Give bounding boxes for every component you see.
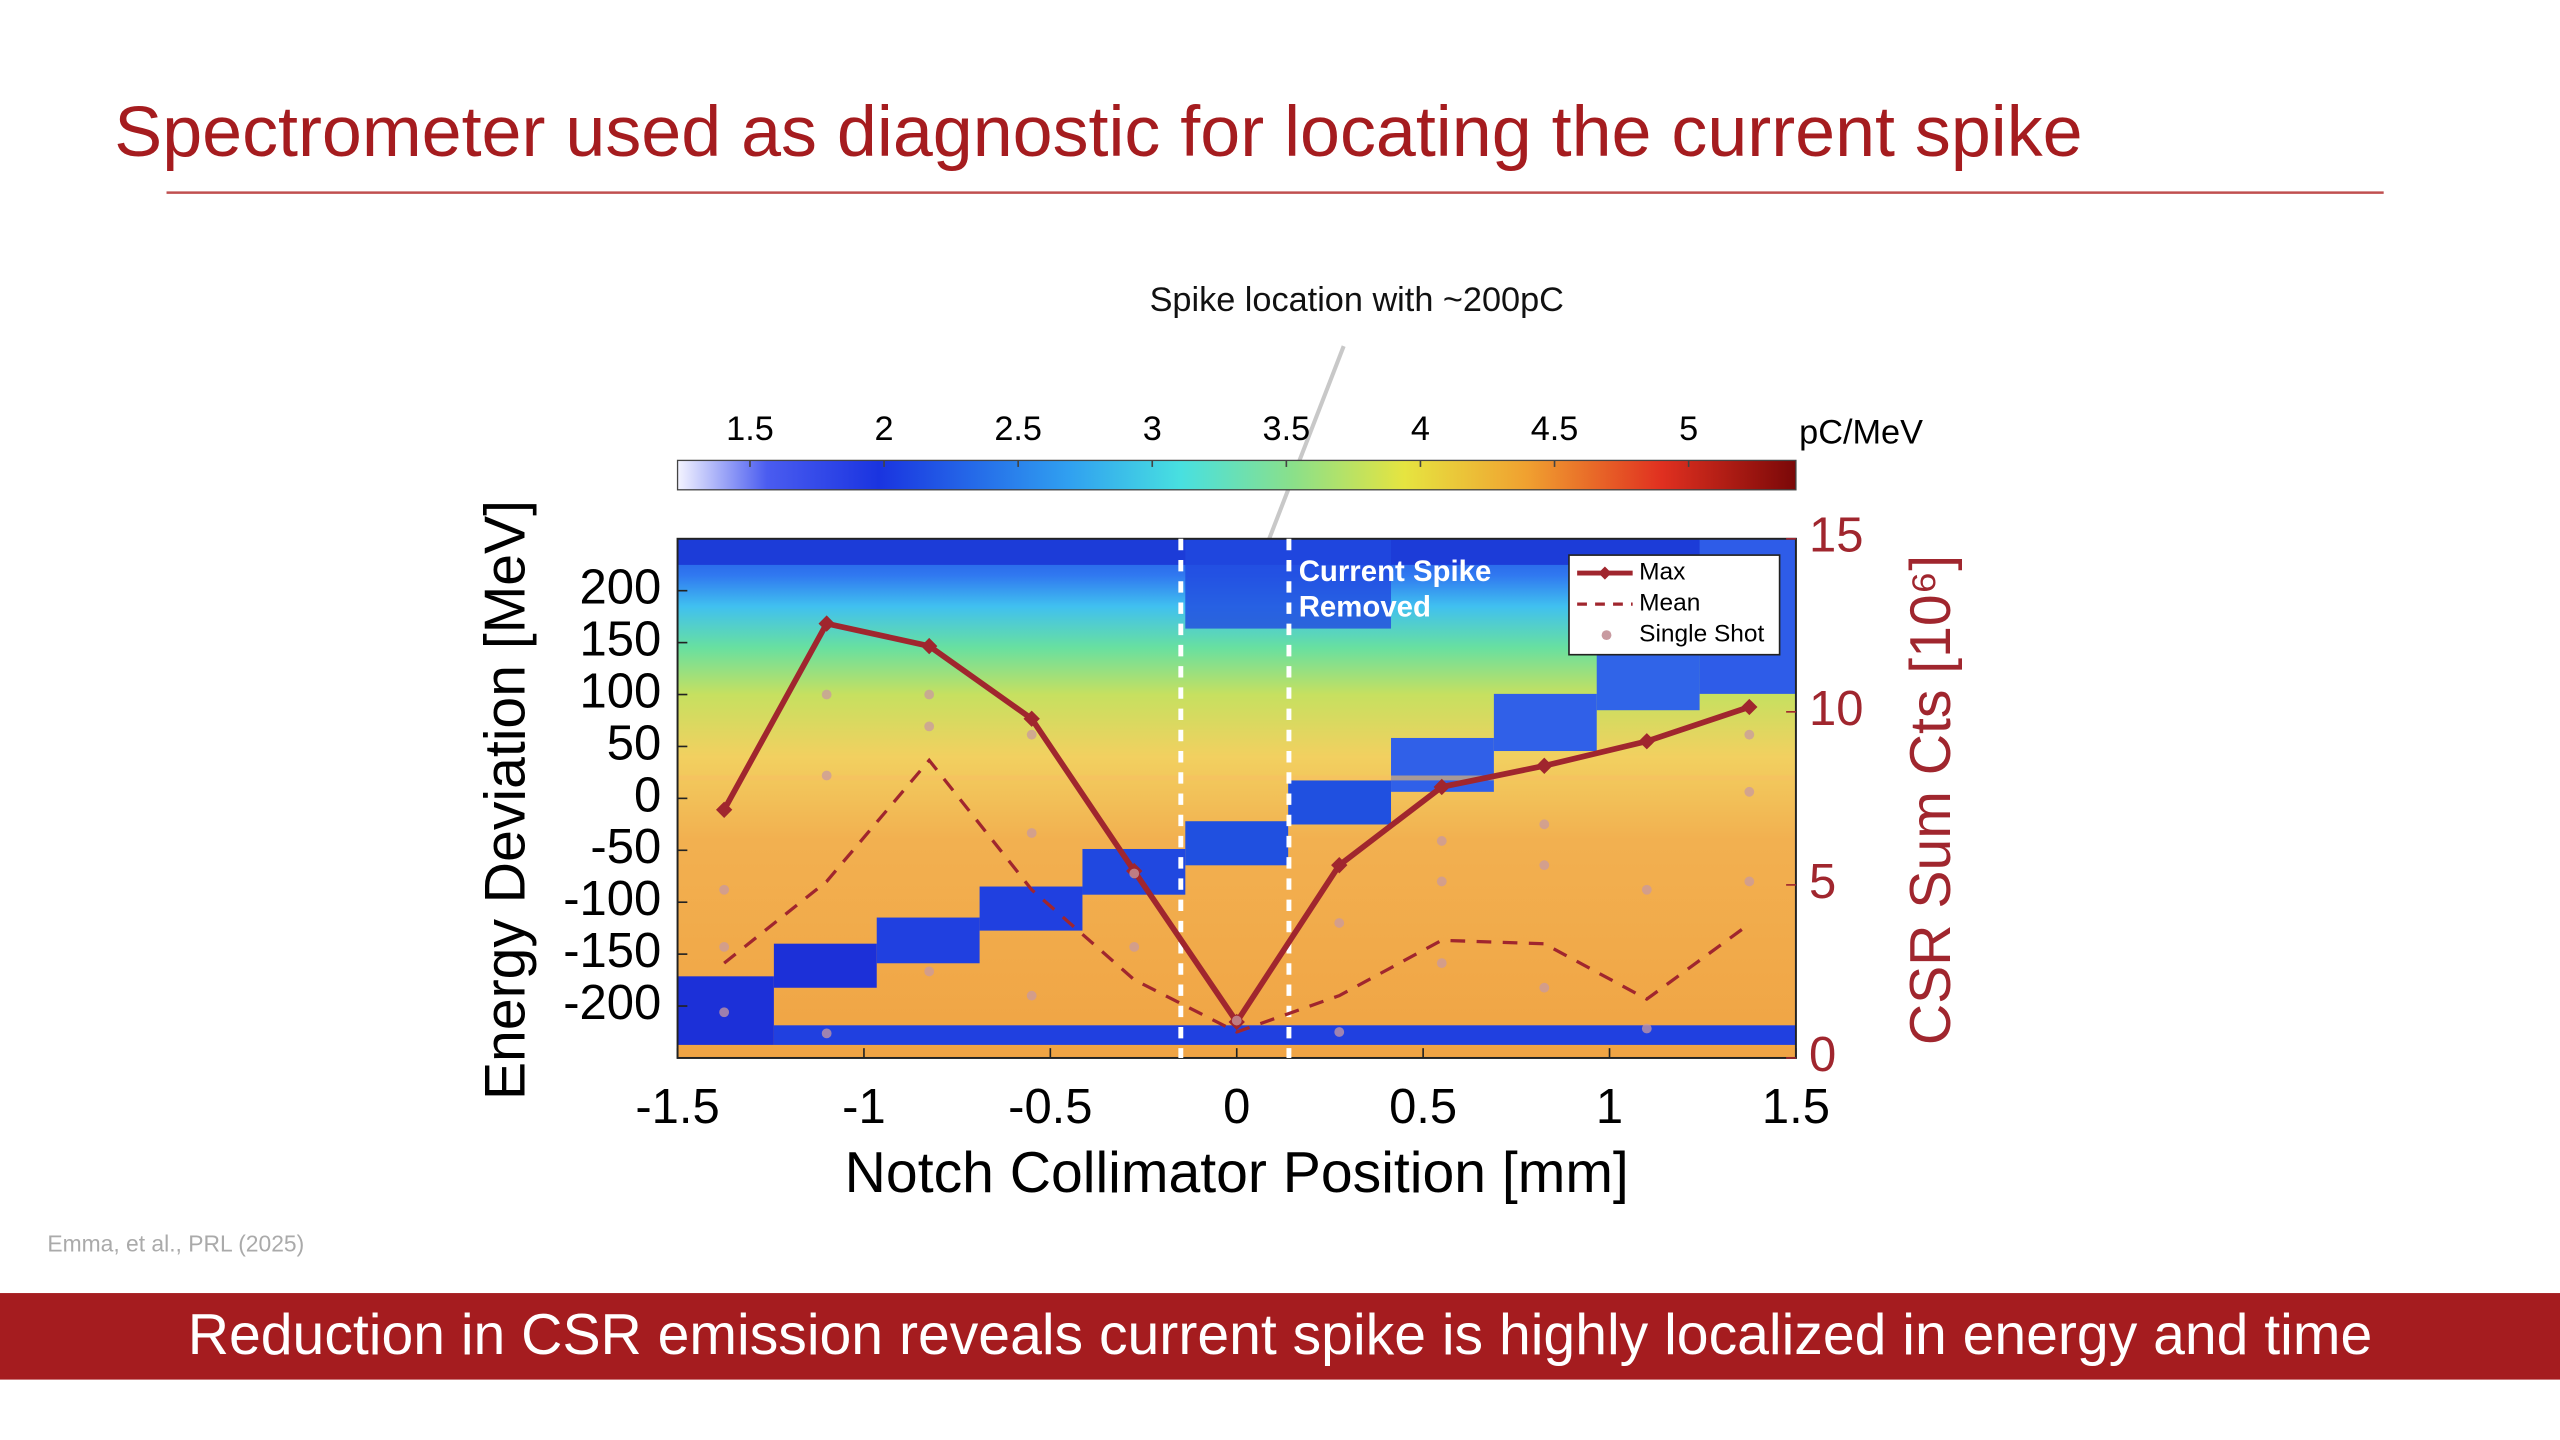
y2-axis-label: CSR Sum Cts [10⁶] xyxy=(1899,555,1963,1045)
colorbar xyxy=(676,459,1797,491)
x-tick-label: 1.5 xyxy=(1762,1080,1830,1134)
y-tick-label: -150 xyxy=(563,924,661,978)
x-tick-label: -0.5 xyxy=(1008,1080,1092,1134)
max-marker xyxy=(1638,733,1655,750)
colorbar-tick-label: 3.5 xyxy=(1263,410,1311,448)
single-shot-point xyxy=(719,1007,730,1018)
y-tick-label: 0 xyxy=(634,768,661,822)
region-label: Current Spike xyxy=(1299,555,1492,588)
single-shot-point xyxy=(1436,876,1447,887)
colorbar-tick-label: 2 xyxy=(875,410,894,448)
max-marker xyxy=(1741,698,1758,716)
colorbar-tick-label: 4 xyxy=(1411,410,1430,448)
y-tick-label: -200 xyxy=(563,976,661,1030)
legend-label: Single Shot xyxy=(1639,621,1764,648)
x-tick-label: 1 xyxy=(1596,1080,1623,1134)
single-shot-point xyxy=(1334,918,1345,928)
single-shot-point xyxy=(1744,876,1755,887)
single-shot-point xyxy=(1744,729,1755,740)
x-tick-label: -1 xyxy=(842,1080,886,1134)
max-marker xyxy=(818,615,835,632)
y-tick-label: 50 xyxy=(607,716,661,770)
single-shot-point xyxy=(1641,1023,1652,1034)
citation: Emma, et al., PRL (2025) xyxy=(47,1231,304,1257)
single-shot-point xyxy=(719,884,730,895)
y-axis-label: Energy Deviation [MeV] xyxy=(473,500,537,1100)
single-shot-point xyxy=(821,770,832,781)
single-shot-point xyxy=(1539,982,1550,993)
mean-line xyxy=(723,757,1751,1034)
y-tick-label: -50 xyxy=(590,820,661,874)
y-tick-label: -100 xyxy=(563,872,661,926)
single-shot-point xyxy=(1641,884,1652,895)
colorbar-tick-label: 3 xyxy=(1143,410,1162,448)
colorbar-tick-label: 1.5 xyxy=(726,410,774,448)
single-shot-point xyxy=(1129,868,1140,879)
max-marker xyxy=(1536,757,1553,774)
region-label: Removed xyxy=(1299,591,1431,624)
y2-tick-label: 0 xyxy=(1809,1028,1836,1082)
single-shot-point xyxy=(1539,819,1550,830)
y2-tick-label: 15 xyxy=(1809,509,1863,563)
single-shot-point xyxy=(1436,958,1447,969)
single-shot-point xyxy=(924,966,935,977)
banner xyxy=(0,1293,2560,1380)
y-tick-label: 100 xyxy=(580,664,662,718)
single-shot-point xyxy=(821,689,832,700)
legend-label: Mean xyxy=(1639,590,1700,617)
single-shot-point xyxy=(1026,990,1037,1001)
x-tick-label: -1.5 xyxy=(635,1080,719,1134)
y2-tick-label: 10 xyxy=(1809,682,1863,736)
x-tick-label: 0 xyxy=(1223,1080,1250,1134)
single-shot-point xyxy=(924,689,935,700)
colorbar-label: pC/MeV xyxy=(1799,413,1923,451)
y-tick-label: 150 xyxy=(580,613,662,667)
y2-tick-label: 5 xyxy=(1809,855,1836,909)
legend-swatch xyxy=(1601,630,1612,640)
y-tick-label: 200 xyxy=(580,561,662,615)
colorbar-tick-label: 5 xyxy=(1679,410,1698,448)
single-shot-point xyxy=(1231,1015,1242,1026)
x-tick-label: 0.5 xyxy=(1389,1080,1457,1134)
slide-title: Spectrometer used as diagnostic for loca… xyxy=(114,92,2082,172)
single-shot-point xyxy=(1539,860,1550,871)
single-shot-point xyxy=(1026,828,1037,838)
max-marker xyxy=(715,801,733,818)
annotation: Spike location with ~200pC xyxy=(1150,281,1564,319)
banner-text: Reduction in CSR emission reveals curren… xyxy=(188,1303,2372,1367)
single-shot-point xyxy=(719,941,730,952)
single-shot-point xyxy=(924,721,935,732)
single-shot-point xyxy=(1334,1027,1345,1037)
single-shot-point xyxy=(1744,786,1755,797)
single-shot-point xyxy=(821,1028,832,1039)
legend-label: Max xyxy=(1639,559,1685,586)
single-shot-point xyxy=(1436,836,1447,846)
colorbar-tick-label: 4.5 xyxy=(1531,410,1579,448)
max-marker xyxy=(1331,857,1348,874)
single-shot-point xyxy=(1129,941,1140,952)
colorbar-tick-label: 2.5 xyxy=(994,410,1042,448)
single-shot-point xyxy=(1026,729,1037,740)
x-axis-label: Notch Collimator Position [mm] xyxy=(845,1141,1629,1205)
